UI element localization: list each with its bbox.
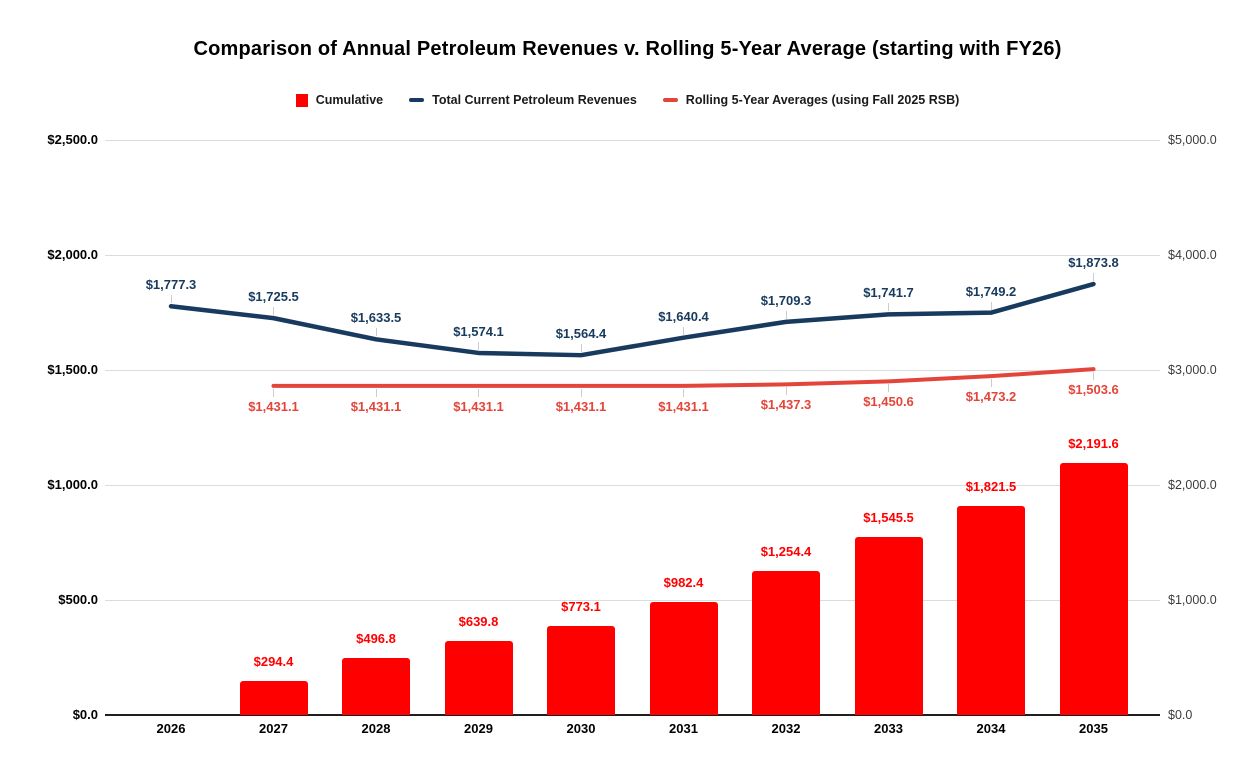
- x-axis-label: 2033: [874, 721, 903, 736]
- cumulative-bar-label-2033: $1,545.5: [863, 510, 914, 526]
- total-revenues-label-2032: $1,709.3: [760, 292, 812, 308]
- rolling-average-label-2031: $1,431.1: [658, 398, 709, 414]
- legend: Cumulative Total Current Petroleum Reven…: [0, 93, 1255, 107]
- cumulative-bar-2027: [239, 681, 308, 715]
- legend-label-total-revenues: Total Current Petroleum Revenues: [432, 93, 637, 107]
- label-leader-tick: [273, 388, 274, 397]
- rolling-average-swatch-icon: [662, 98, 678, 102]
- gridline: [105, 484, 1160, 486]
- cumulative-bar-label-2034: $1,821.5: [965, 478, 1017, 494]
- cumulative-bar-2032: [752, 570, 820, 715]
- x-axis-label: 2035: [1079, 721, 1108, 736]
- gridline: [105, 369, 1160, 371]
- label-leader-tick: [375, 328, 377, 337]
- label-leader-tick: [990, 379, 992, 388]
- cumulative-bar-label-2027: $294.4: [253, 654, 294, 670]
- label-leader-tick: [990, 301, 992, 310]
- label-leader-tick: [683, 326, 684, 335]
- cumulative-bar-2029: [444, 641, 513, 715]
- left-axis-tick-label: $1,000.0: [47, 477, 98, 492]
- right-axis-tick-label: $5,000.0: [1168, 133, 1217, 147]
- total-revenues-label-2027: $1,725.5: [248, 289, 299, 305]
- cumulative-bar-label-2028: $496.8: [356, 630, 396, 646]
- label-leader-tick: [888, 303, 889, 312]
- total-revenues-swatch-icon: [409, 98, 425, 102]
- label-leader-tick: [170, 295, 172, 304]
- right-axis-tick-label: $3,000.0: [1168, 363, 1217, 377]
- x-axis-label: 2034: [976, 721, 1006, 736]
- rolling-average-line: [271, 367, 1096, 388]
- cumulative-bar-label-2030: $773.1: [561, 599, 601, 615]
- total-revenues-label-2035: $1,873.8: [1068, 255, 1119, 271]
- total-revenues-line: [168, 281, 1096, 358]
- legend-item-cumulative: Cumulative: [295, 93, 384, 107]
- cumulative-bar-2033: [854, 537, 923, 715]
- cumulative-bar-label-2031: $982.4: [663, 575, 704, 591]
- cumulative-bar-label-2032: $1,254.4: [760, 543, 812, 559]
- right-axis-tick-label: $0.0: [1168, 708, 1193, 722]
- right-axis-tick-label: $2,000.0: [1168, 478, 1217, 492]
- cumulative-bar-2031: [649, 602, 718, 715]
- label-leader-tick: [785, 387, 787, 396]
- legend-item-rolling-average: Rolling 5-Year Averages (using Fall 2025…: [662, 93, 960, 107]
- right-axis-tick-label: $4,000.0: [1168, 248, 1217, 262]
- legend-item-total-revenues: Total Current Petroleum Revenues: [409, 93, 637, 107]
- label-leader-tick: [478, 388, 479, 397]
- left-axis-tick-label: $2,500.0: [47, 132, 98, 147]
- label-leader-tick: [1093, 273, 1094, 282]
- gridline: [105, 599, 1160, 601]
- total-revenues-label-2031: $1,640.4: [658, 308, 709, 324]
- x-axis-label: 2026: [156, 721, 186, 736]
- left-axis-tick-label: $0.0: [72, 707, 98, 722]
- gridline: [105, 254, 1160, 256]
- total-revenues-label-2026: $1,777.3: [145, 277, 197, 293]
- rolling-average-label-2027: $1,431.1: [248, 398, 299, 414]
- rolling-average-label-2034: $1,473.2: [965, 389, 1017, 405]
- cumulative-bar-2035: [1059, 462, 1128, 715]
- rolling-average-label-2030: $1,431.1: [555, 398, 607, 414]
- total-revenues-label-2034: $1,749.2: [965, 283, 1017, 299]
- total-revenues-label-2033: $1,741.7: [863, 285, 914, 301]
- rolling-average-label-2035: $1,503.6: [1068, 382, 1119, 398]
- label-leader-tick: [580, 344, 582, 353]
- cumulative-bar-label-2035: $2,191.6: [1068, 435, 1119, 451]
- x-axis-line: [105, 714, 1160, 716]
- label-leader-tick: [273, 307, 274, 316]
- x-axis-label: 2032: [771, 721, 801, 736]
- cumulative-bar-2028: [342, 657, 410, 715]
- label-leader-tick: [888, 384, 889, 393]
- total-revenues-label-2029: $1,574.1: [453, 323, 504, 339]
- x-axis-label: 2031: [669, 721, 698, 736]
- legend-label-rolling-average: Rolling 5-Year Averages (using Fall 2025…: [685, 93, 960, 107]
- chart-title: Comparison of Annual Petroleum Revenues …: [193, 38, 1062, 60]
- label-leader-tick: [785, 310, 787, 319]
- label-leader-tick: [683, 388, 684, 397]
- x-axis-label: 2030: [566, 721, 596, 736]
- rolling-average-label-2028: $1,431.1: [350, 398, 402, 414]
- cumulative-bar-2034: [957, 505, 1025, 715]
- cumulative-bar-label-2029: $639.8: [458, 614, 499, 630]
- left-axis-tick-label: $500.0: [58, 592, 98, 607]
- rolling-average-label-2033: $1,450.6: [863, 394, 914, 410]
- x-axis-label: 2028: [361, 721, 391, 736]
- right-axis-tick-label: $1,000.0: [1168, 593, 1217, 607]
- label-leader-tick: [580, 388, 582, 397]
- total-revenues-label-2030: $1,564.4: [555, 326, 607, 342]
- label-leader-tick: [1093, 372, 1094, 381]
- total-revenues-label-2028: $1,633.5: [350, 310, 402, 326]
- cumulative-swatch-icon: [295, 93, 308, 107]
- left-axis-tick-label: $2,000.0: [47, 247, 98, 262]
- label-leader-tick: [478, 341, 479, 350]
- x-axis-label: 2027: [259, 721, 288, 736]
- label-leader-tick: [375, 388, 377, 397]
- cumulative-bar-2030: [547, 626, 615, 715]
- rolling-average-label-2032: $1,437.3: [760, 397, 812, 413]
- left-axis-tick-label: $1,500.0: [47, 362, 98, 377]
- legend-label-cumulative: Cumulative: [315, 93, 384, 107]
- gridline: [105, 139, 1160, 141]
- rolling-average-label-2029: $1,431.1: [453, 398, 504, 414]
- x-axis-label: 2029: [464, 721, 493, 736]
